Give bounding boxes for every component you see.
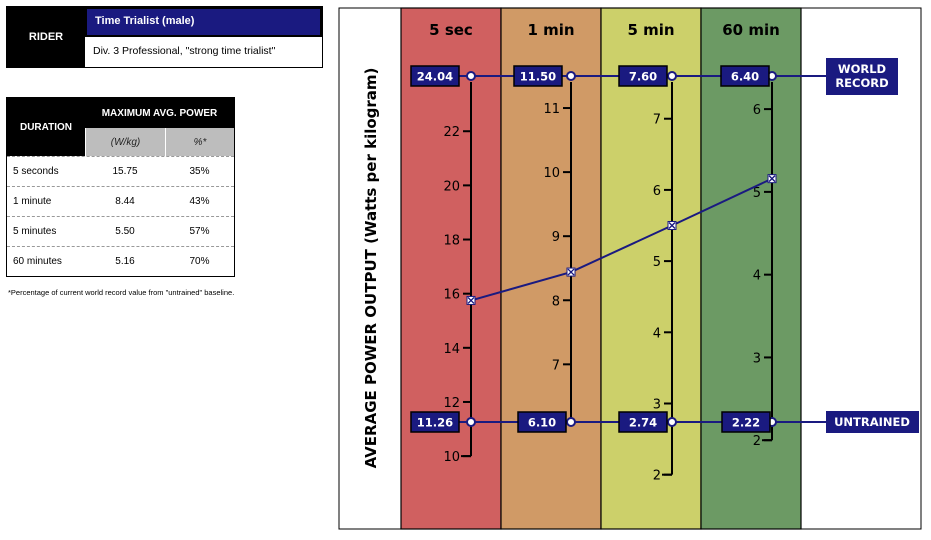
pct-cell: 70% — [189, 256, 210, 267]
pct-cell: 43% — [189, 196, 210, 207]
world-record-tag — [826, 58, 898, 95]
tick-label: 5 — [753, 186, 761, 201]
untrained-tag-label: UNTRAINED — [834, 415, 910, 429]
table-row: 60 minutes 5.16 70% — [7, 246, 234, 276]
untrained-point — [667, 417, 677, 427]
table-row: 1 minute 8.44 43% — [7, 186, 234, 216]
world-record-value-label: 6.40 — [731, 70, 759, 84]
duration-cell: 1 minute — [13, 196, 52, 207]
column-title: 1 min — [527, 21, 574, 39]
rider-point-marker — [768, 175, 776, 183]
tick-label: 6 — [753, 103, 761, 118]
y-axis-label: AVERAGE POWER OUTPUT (Watts per kilogram… — [362, 68, 380, 469]
column-title: 5 min — [627, 21, 674, 39]
tick-label: 4 — [653, 326, 661, 341]
tick-label: 7 — [552, 358, 560, 373]
pct-subheader: %* — [165, 128, 234, 156]
tick-label: 9 — [552, 230, 560, 245]
untrained-value-label: 11.26 — [417, 416, 453, 430]
column-title: 60 min — [722, 21, 780, 39]
duration-header: DURATION — [7, 98, 85, 156]
table-row: 5 minutes 5.50 57% — [7, 216, 234, 246]
world-record-value-label: 11.50 — [520, 70, 556, 84]
rider-label: RIDER — [7, 7, 85, 67]
world-record-value-box — [410, 65, 460, 87]
world-record-value-label: 7.60 — [629, 70, 657, 84]
column-background — [600, 7, 702, 530]
value-boxes: 24.04 11.26 11.50 6.10 7.60 2.74 6.40 2.22 — [410, 65, 771, 433]
tick-label: 10 — [443, 450, 460, 465]
world-record-value-label: 24.04 — [417, 70, 453, 84]
column-background — [400, 7, 502, 530]
tick-label: 11 — [543, 102, 560, 117]
pct-cell: 35% — [189, 166, 210, 177]
rider-series-line — [470, 177, 773, 302]
wkg-cell: 8.44 — [115, 196, 135, 207]
tick-label: 10 — [543, 166, 560, 181]
max-power-table: DURATION MAXIMUM AVG. POWER (W/kg) %* 5 … — [6, 97, 235, 277]
tick-label: 2 — [753, 434, 761, 449]
world-record-tag-label: RECORD — [835, 76, 888, 90]
tick-label: 7 — [653, 113, 661, 128]
column-title: 5 sec — [429, 21, 473, 39]
rider-description: Div. 3 Professional, "strong time triali… — [85, 37, 322, 67]
rider-series — [466, 174, 777, 305]
wkg-cell: 5.16 — [115, 256, 135, 267]
column-axes: 10 12 14 16 18 20 22 7 8 9 10 11 2 3 4 5 6 7 2 3 4 5 6 — [443, 82, 773, 484]
duration-cell: 5 seconds — [13, 166, 59, 177]
tick-label: 3 — [753, 351, 761, 366]
untrained-point — [566, 417, 576, 427]
pct-cell: 57% — [189, 226, 210, 237]
rider-point-marker — [567, 268, 575, 276]
untrained-value-label: 2.22 — [732, 416, 760, 430]
table-footnote: *Percentage of current world record valu… — [8, 288, 235, 297]
duration-columns: 5 sec 1 min 5 min 60 min — [400, 7, 802, 530]
tick-label: 20 — [443, 179, 460, 194]
column-background — [700, 7, 802, 530]
world-record-tag-label: WORLD — [838, 62, 886, 76]
untrained-value-box — [618, 411, 668, 433]
rider-name: Time Trialist (male) — [85, 7, 322, 37]
untrained-value-box — [721, 411, 771, 433]
rider-box: RIDER Time Trialist (male) Div. 3 Profes… — [6, 6, 323, 68]
duration-cell: 5 minutes — [13, 226, 57, 237]
world-record-point — [566, 71, 576, 81]
tick-label: 5 — [653, 255, 661, 270]
untrained-value-box — [517, 411, 567, 433]
world-record-point — [466, 71, 476, 81]
world-record-point — [667, 71, 677, 81]
wkg-cell: 15.75 — [112, 166, 138, 177]
tick-label: 16 — [443, 288, 460, 303]
wkg-subheader: (W/kg) — [85, 128, 165, 156]
max-power-header: MAXIMUM AVG. POWER — [85, 98, 234, 128]
tick-label: 12 — [443, 396, 460, 411]
tick-label: 8 — [552, 294, 560, 309]
untrained-value-label: 2.74 — [629, 416, 657, 430]
rider-point-marker — [668, 222, 676, 230]
untrained-value-label: 6.10 — [528, 416, 556, 430]
world-record-value-box — [513, 65, 563, 87]
untrained-value-box — [410, 411, 460, 433]
column-background — [500, 7, 602, 530]
untrained-point — [466, 417, 476, 427]
tick-label: 22 — [443, 125, 460, 140]
tick-label: 18 — [443, 234, 460, 249]
duration-cell: 60 minutes — [13, 256, 62, 267]
untrained-tag — [826, 411, 919, 433]
tick-label: 3 — [653, 397, 661, 412]
rider-point-marker — [467, 296, 475, 304]
table-row: 5 seconds 15.75 35% — [7, 156, 234, 186]
tick-label: 4 — [753, 269, 761, 284]
world-record-value-box — [618, 65, 668, 87]
tick-label: 6 — [653, 184, 661, 199]
tick-label: 2 — [653, 469, 661, 484]
world-record-value-box — [720, 65, 770, 87]
wkg-cell: 5.50 — [115, 226, 135, 237]
tick-label: 14 — [443, 342, 460, 357]
